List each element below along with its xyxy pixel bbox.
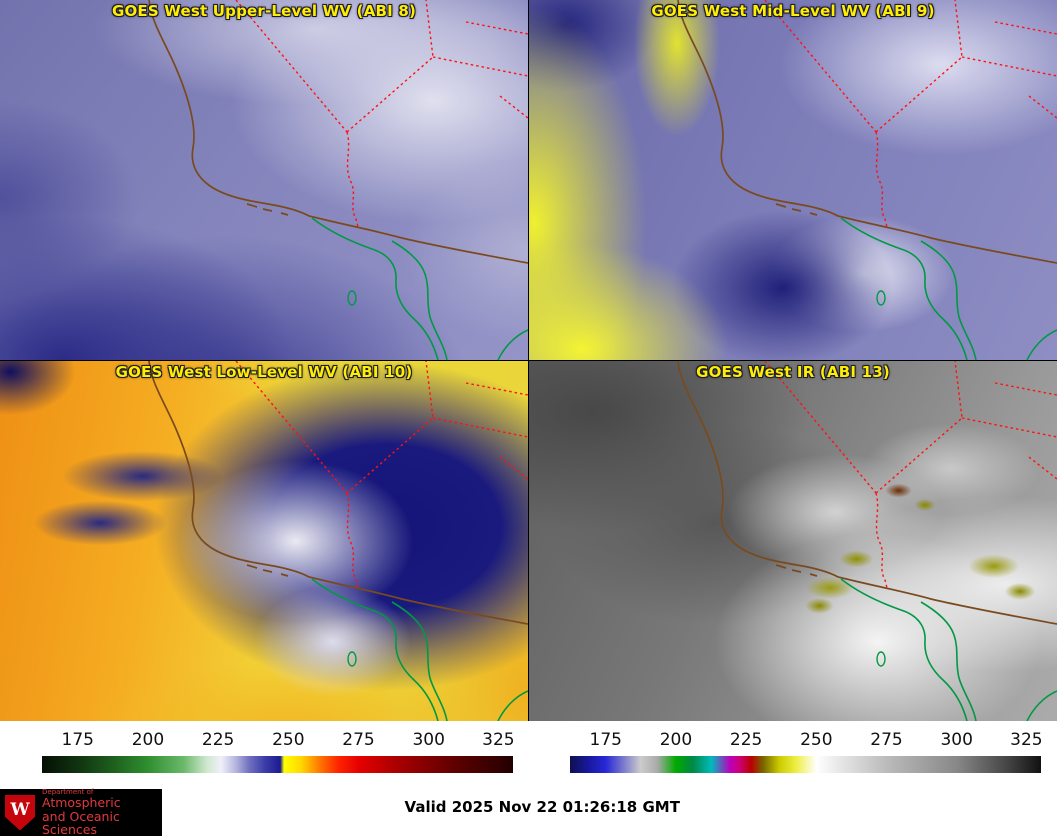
uw-dept-line1: Atmospheric [42, 795, 121, 811]
panel-ir: GOES West IR (ABI 13) [529, 361, 1057, 721]
uw-dept-prefix: Department of [42, 788, 94, 797]
map-overlay [677, 0, 1057, 360]
uw-crest-icon: W [5, 794, 35, 831]
ir-tick: 300 [940, 730, 973, 750]
panel-grid: GOES West Upper-Level WV (ABI 8) GOES We… [0, 0, 1057, 721]
map-overlay [677, 361, 1057, 721]
uw-aos-logo[interactable]: W Department of Atmospheric and Oceanic … [0, 788, 162, 837]
wv-tick: 325 [482, 730, 515, 750]
ir-colorbar: 175 200 225 250 275 300 325 [528, 730, 1056, 783]
ir-tick: 225 [729, 730, 763, 750]
panel-title-low-level-wv: GOES West Low-Level WV (ABI 10) [115, 363, 413, 381]
uw-crest-letter: W [10, 799, 30, 820]
map-overlay [148, 0, 528, 360]
uw-dept-line2: and Oceanic Sciences [42, 808, 120, 837]
wv-tick: 250 [272, 730, 305, 750]
wv-tick: 225 [201, 730, 235, 750]
panel-low-level-wv: GOES West Low-Level WV (ABI 10) [0, 361, 528, 721]
wv-tick: 300 [412, 730, 445, 750]
ir-tick: 325 [1010, 730, 1043, 750]
wv-colorbar-ticks: 175 200 225 250 275 300 325 [42, 730, 515, 753]
panel-title-mid-level-wv: GOES West Mid-Level WV (ABI 9) [651, 2, 935, 20]
wv-tick: 275 [342, 730, 375, 750]
wv-tick: 175 [61, 730, 95, 750]
ir-tick: 175 [589, 730, 623, 750]
panel-title-upper-level-wv: GOES West Upper-Level WV (ABI 8) [111, 2, 417, 20]
ir-tick: 200 [659, 730, 693, 750]
valid-time-label: Valid 2025 Nov 22 01:26:18 GMT [404, 798, 680, 816]
ir-colorbar-ticks: 175 200 225 250 275 300 325 [570, 730, 1043, 753]
panel-mid-level-wv: GOES West Mid-Level WV (ABI 9) [529, 0, 1057, 360]
wv-colorbar-gradient [42, 756, 513, 773]
map-overlay [148, 361, 528, 721]
panel-title-ir: GOES West IR (ABI 13) [696, 363, 890, 381]
ir-tick: 275 [870, 730, 903, 750]
footer: W Department of Atmospheric and Oceanic … [0, 783, 1057, 836]
colorbar-row: 175 200 225 250 275 300 325 175 200 225 … [0, 721, 1057, 783]
wv-colorbar: 175 200 225 250 275 300 325 [0, 730, 528, 783]
uw-dept-name: Department of Atmospheric and Oceanic Sc… [42, 788, 162, 837]
ir-colorbar-gradient [570, 756, 1041, 773]
panel-upper-level-wv: GOES West Upper-Level WV (ABI 8) [0, 0, 528, 360]
wv-tick: 200 [131, 730, 165, 750]
ir-tick: 250 [800, 730, 833, 750]
ir-cold-cloud-tops [529, 361, 1057, 721]
